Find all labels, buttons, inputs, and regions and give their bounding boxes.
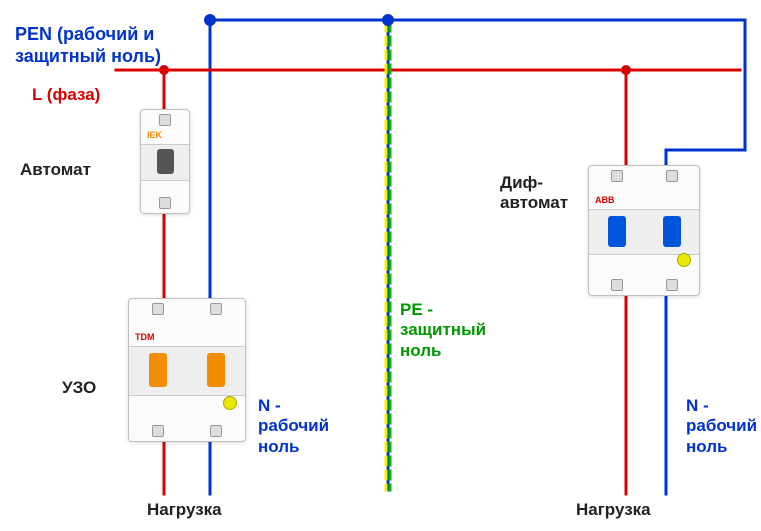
circuit-breaker: IEK [140, 109, 190, 214]
label-load-right: Нагрузка [576, 500, 651, 520]
label-phase: L (фаза) [32, 85, 100, 105]
label-n-right: N - рабочий ноль [686, 396, 757, 457]
label-difavtomat: Диф- автомат [500, 173, 568, 214]
rcd-device: TDM [128, 298, 246, 442]
rcbo-device: ABB [588, 165, 700, 296]
label-load-left: Нагрузка [147, 500, 222, 520]
label-avtomat: Автомат [20, 160, 91, 180]
wiring-diagram: IEK TDM ABB PEN (рабочий и защитный ноль… [0, 0, 761, 531]
label-pen: PEN (рабочий и защитный ноль) [15, 24, 161, 67]
label-n-left: N - рабочий ноль [258, 396, 329, 457]
label-uzo: УЗО [62, 378, 96, 398]
label-pe: PE - защитный ноль [400, 300, 486, 361]
